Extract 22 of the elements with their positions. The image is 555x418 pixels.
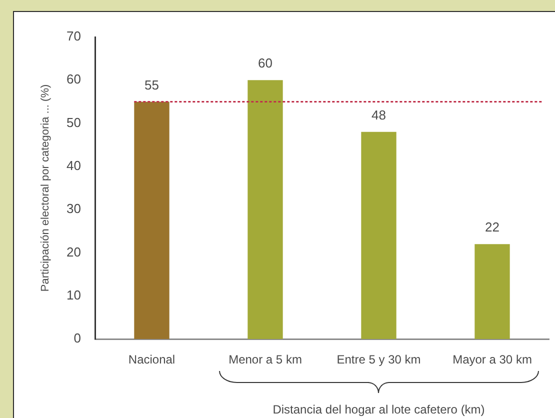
x-axis-title: Distancia del hogar al lote cafetero (km) xyxy=(272,402,485,416)
y-tick-label: 30 xyxy=(66,201,81,216)
x-tick-label: Nacional xyxy=(128,352,176,367)
y-tick-label: 20 xyxy=(66,244,81,260)
y-axis-title: Participación electoral por categoria ... (%) xyxy=(40,84,52,292)
x-tick-label: Menor a 5 km xyxy=(228,352,302,367)
bar xyxy=(134,102,170,339)
y-tick-label: 10 xyxy=(66,287,81,302)
y-tick-label: 70 xyxy=(66,28,81,44)
x-tick-label: Entre 5 y 30 km xyxy=(336,352,421,367)
y-tick-label: 60 xyxy=(66,72,81,87)
bar xyxy=(361,132,396,339)
data-label: 55 xyxy=(144,77,159,92)
y-tick-label: 40 xyxy=(66,158,81,174)
bar xyxy=(474,244,510,339)
y-tick-label: 0 xyxy=(74,330,81,346)
bar xyxy=(248,80,283,339)
data-label: 22 xyxy=(485,220,500,235)
data-label: 60 xyxy=(258,56,272,71)
data-label: 48 xyxy=(372,107,386,122)
y-tick-label: 50 xyxy=(66,114,81,130)
x-tick-label: Mayor a 30 km xyxy=(452,352,532,367)
